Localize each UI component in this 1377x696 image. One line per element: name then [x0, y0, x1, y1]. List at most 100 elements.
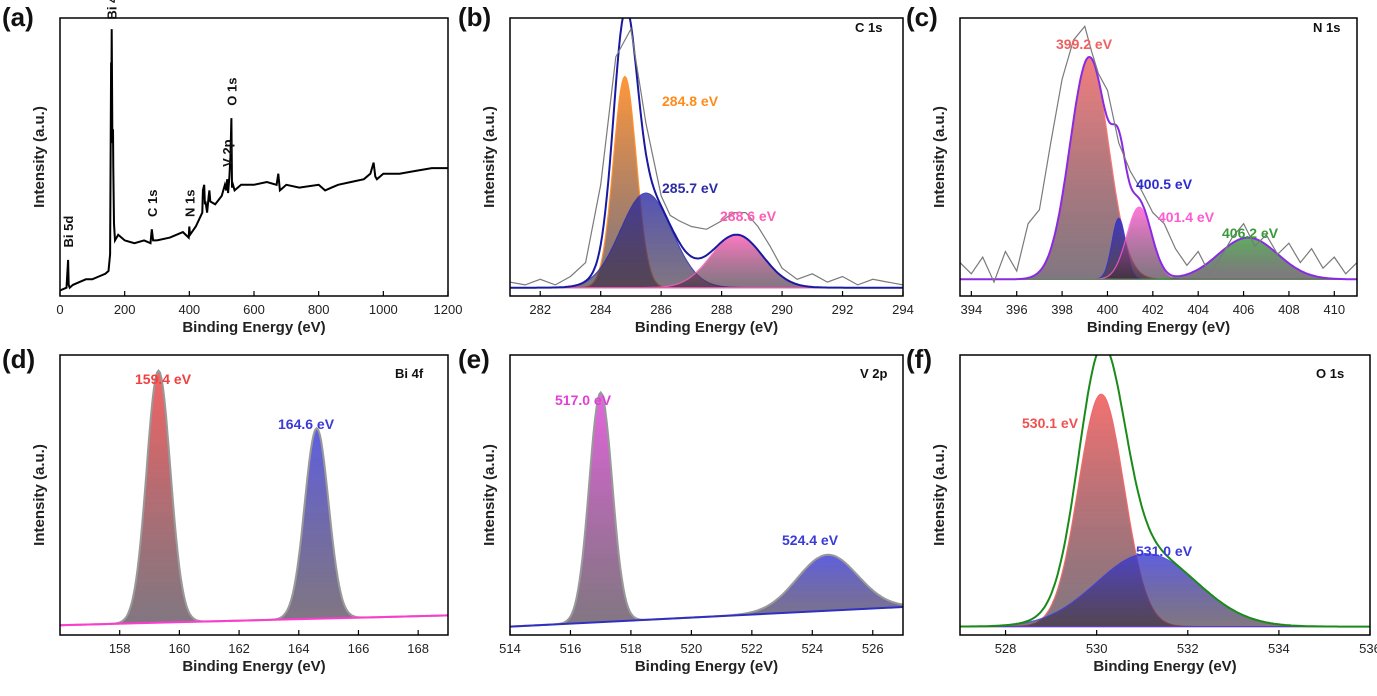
- peak-d-1: [60, 427, 448, 626]
- envelope-c: [960, 55, 1357, 281]
- x-tick-label-c: 404: [1187, 302, 1209, 317]
- element-label-e: V 2p: [860, 366, 888, 381]
- peak-label-f-0: 530.1 eV: [1022, 415, 1079, 431]
- panel-e: 514 516 518 520 522 524 526 Binding Energy (eV)…: [458, 344, 904, 675]
- peak-label-d-0: 159.4 eV: [135, 371, 192, 387]
- x-axis-label-e: Binding Energy (eV): [635, 658, 778, 675]
- panel-b: 282 284 286 288 290 292 294 Binding Energy (eV)…: [458, 2, 914, 336]
- x-tick-label-e: 518: [620, 641, 642, 656]
- survey-annotation-4: V 2p: [220, 139, 235, 167]
- panel-a: 0 200 400 600 800 1000 1200 Binding Energy (eV)…: [2, 0, 462, 336]
- x-tick-label-a: 0: [56, 302, 63, 317]
- x-tick-label-c: 406: [1233, 302, 1255, 317]
- survey-annotation-5: O 1s: [224, 78, 239, 106]
- x-tick-label-d: 168: [407, 641, 429, 656]
- x-tick-label-a: 200: [114, 302, 136, 317]
- x-tick-label-c: 400: [1097, 302, 1119, 317]
- x-tick-label-a: 600: [243, 302, 265, 317]
- x-tick-label-d: 166: [348, 641, 370, 656]
- x-tick-label-d: 158: [109, 641, 131, 656]
- axes-frame-f: [959, 354, 1371, 636]
- plot-area-d: [60, 369, 448, 627]
- x-tick-label-b: 286: [650, 302, 672, 317]
- x-tick-label-e: 524: [801, 641, 823, 656]
- x-tick-label-d: 162: [228, 641, 250, 656]
- y-axis-label-f: Intensity (a.u.): [931, 444, 948, 546]
- panel-letter-d: (d): [2, 344, 35, 374]
- x-tick-label-e: 514: [499, 641, 521, 656]
- y-axis-label-e: Intensity (a.u.): [481, 444, 498, 546]
- x-tick-label-b: 284: [590, 302, 612, 317]
- survey-annotation-1: Bi 4f: [105, 0, 120, 20]
- peak-d-0: [60, 369, 448, 626]
- x-tick-label-c: 394: [960, 302, 982, 317]
- x-tick-label-c: 408: [1278, 302, 1300, 317]
- envelope-f: [960, 355, 1370, 628]
- x-tick-label-b: 282: [529, 302, 551, 317]
- plot-area-c: [960, 25, 1357, 284]
- peak-label-c-1: 400.5 eV: [1136, 176, 1193, 192]
- baseline-e: [510, 606, 903, 628]
- peak-label-b-2: 288.6 eV: [720, 208, 777, 224]
- spectrum-a: [60, 29, 448, 292]
- peak-label-c-3: 406.2 eV: [1222, 225, 1279, 241]
- plot-area-a: [60, 29, 448, 292]
- x-axis-label-f: Binding Energy (eV): [1093, 658, 1236, 675]
- x-axis-label-c: Binding Energy (eV): [1087, 319, 1230, 336]
- y-axis-label-c: Intensity (a.u.): [931, 106, 948, 208]
- peak-label-e-0: 517.0 eV: [555, 392, 612, 408]
- panel-letter-f: (f): [906, 344, 932, 374]
- x-axis-label-a: Binding Energy (eV): [182, 319, 325, 336]
- peak-label-d-1: 164.6 eV: [278, 416, 335, 432]
- survey-annotation-0: Bi 5d: [61, 216, 76, 248]
- panel-c: 394 396 398 400 402 404 406 408 410 Binding Energ…: [906, 2, 1358, 336]
- panel-letter-a: (a): [2, 2, 34, 32]
- y-axis-label-a: Intensity (a.u.): [31, 106, 48, 208]
- spectrum-b: [510, 27, 903, 286]
- x-tick-label-f: 528: [995, 641, 1017, 656]
- peak-label-f-1: 531.0 eV: [1136, 543, 1193, 559]
- peak-f-1: [960, 553, 1370, 628]
- x-tick-label-c: 396: [1006, 302, 1028, 317]
- x-tick-label-c: 402: [1142, 302, 1164, 317]
- x-tick-label-d: 160: [169, 641, 191, 656]
- x-tick-label-c: 410: [1323, 302, 1345, 317]
- survey-annotation-3: N 1s: [182, 189, 197, 216]
- peak-b-2: [510, 234, 903, 289]
- x-tick-label-b: 290: [771, 302, 793, 317]
- envelope-b: [510, 18, 903, 289]
- axes-frame-a: [59, 17, 449, 297]
- axes-frame-b: [509, 17, 904, 297]
- x-tick-label-f: 530: [1086, 641, 1108, 656]
- x-axis-label-d: Binding Energy (eV): [182, 658, 325, 675]
- element-label-b: C 1s: [855, 20, 882, 35]
- panel-letter-b: (b): [458, 2, 491, 32]
- x-tick-label-e: 526: [862, 641, 884, 656]
- x-tick-label-f: 536: [1359, 641, 1377, 656]
- x-tick-label-f: 534: [1268, 641, 1290, 656]
- peak-label-b-1: 285.7 eV: [662, 180, 719, 196]
- peak-label-e-1: 524.4 eV: [782, 532, 839, 548]
- x-tick-label-a: 1000: [369, 302, 398, 317]
- peak-label-b-0: 284.8 eV: [662, 93, 719, 109]
- spectrum-c: [960, 25, 1357, 284]
- panel-f: 528 530 532 534 536 Binding Energy (eV) Intens…: [906, 344, 1377, 675]
- element-label-c: N 1s: [1313, 20, 1340, 35]
- peak-label-c-2: 401.4 eV: [1158, 209, 1215, 225]
- panel-letter-c: (c): [906, 2, 938, 32]
- x-tick-label-a: 1200: [434, 302, 463, 317]
- x-tick-label-e: 516: [560, 641, 582, 656]
- peak-label-c-0: 399.2 eV: [1056, 36, 1113, 52]
- axes-frame-e: [509, 354, 904, 636]
- peak-c-0: [960, 56, 1357, 280]
- x-axis-label-b: Binding Energy (eV): [635, 319, 778, 336]
- x-tick-label-d: 164: [288, 641, 310, 656]
- plot-area-e: [510, 390, 903, 628]
- element-label-d: Bi 4f: [395, 366, 424, 381]
- panel-letter-e: (e): [458, 344, 490, 374]
- x-tick-label-b: 288: [711, 302, 733, 317]
- x-tick-label-c: 398: [1051, 302, 1073, 317]
- x-tick-label-a: 400: [178, 302, 200, 317]
- element-label-f: O 1s: [1316, 366, 1344, 381]
